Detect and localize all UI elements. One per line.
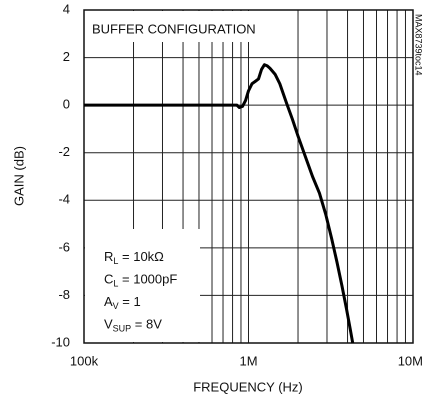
condition-symbol: A [104, 294, 113, 309]
y-tick-label: -10 [51, 334, 70, 349]
condition-subscript: V [113, 301, 119, 311]
condition-value: = 1 [119, 294, 141, 309]
x-axis-title: FREQUENCY (Hz) [193, 379, 303, 394]
y-tick-label: 2 [63, 49, 70, 64]
y-tick-label: -2 [58, 144, 70, 159]
y-tick-label: -4 [58, 192, 70, 207]
condition-value: = 1000pF [118, 272, 177, 287]
annotation-box [85, 11, 271, 42]
gain-line [84, 63, 355, 344]
x-tick-label: 10M [398, 353, 423, 368]
condition-symbol: C [104, 272, 113, 287]
condition-subscript: L [113, 256, 118, 266]
condition: VSUP = 8V [104, 317, 162, 334]
figure-id: MAX8739toc14 [414, 14, 423, 76]
condition-subscript: SUP [113, 324, 132, 334]
annotation: BUFFER CONFIGURATION [92, 21, 256, 36]
condition-value: = 8V [131, 317, 162, 332]
plot-frame [83, 9, 414, 344]
y-tick-label: -8 [58, 287, 70, 302]
x-tick-label: 100k [70, 353, 99, 368]
conditions-box [85, 229, 200, 342]
y-tick-label: -6 [58, 239, 70, 254]
condition: RL = 10kΩ [104, 249, 164, 266]
condition-value: = 10kΩ [118, 249, 164, 264]
condition-symbol: R [104, 249, 113, 264]
condition: AV = 1 [104, 294, 141, 311]
condition: CL = 1000pF [104, 272, 177, 289]
condition-subscript: L [113, 279, 118, 289]
y-tick-label: 0 [63, 97, 70, 112]
condition-symbol: V [104, 317, 113, 332]
y-axis-title: GAIN (dB) [11, 146, 26, 206]
x-tick-label: 1M [239, 353, 257, 368]
y-tick-label: 4 [63, 1, 70, 16]
